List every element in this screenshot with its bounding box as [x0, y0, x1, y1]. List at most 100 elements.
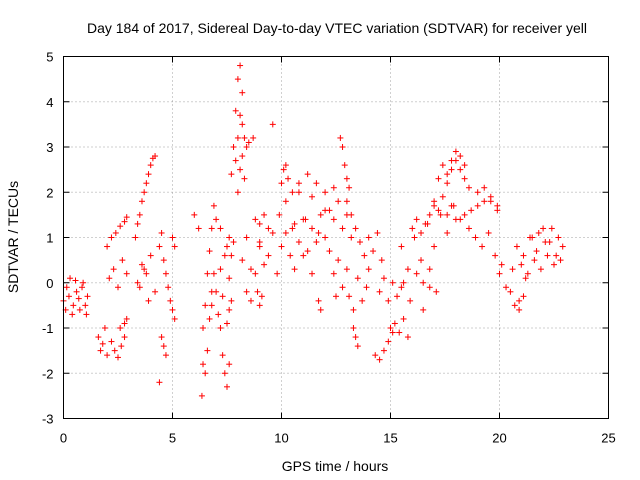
y-tick-label: 2 [46, 185, 53, 200]
data-point [309, 270, 316, 277]
data-point [348, 211, 355, 218]
data-point [258, 293, 265, 300]
data-point [208, 225, 215, 232]
data-point [474, 202, 481, 209]
data-point [285, 175, 292, 182]
data-point [337, 134, 344, 141]
data-point [282, 229, 289, 236]
data-point [295, 239, 302, 246]
data-point [385, 297, 392, 304]
data-point [226, 275, 233, 282]
data-point [213, 288, 220, 295]
data-point [544, 252, 551, 259]
data-point [217, 325, 224, 331]
data-point [282, 198, 289, 205]
data-point [162, 270, 169, 277]
data-point [265, 225, 272, 232]
data-point [108, 338, 115, 345]
x-tick-label: 5 [169, 431, 176, 446]
data-point [485, 229, 492, 236]
data-point [191, 211, 198, 218]
data-point [200, 325, 207, 331]
data-point [420, 279, 427, 286]
data-point [435, 175, 442, 182]
data-point [239, 153, 246, 160]
data-point [95, 334, 102, 341]
x-axis-label: GPS time / hours [282, 458, 389, 474]
data-point [372, 352, 379, 359]
data-point [110, 266, 117, 273]
data-point [250, 134, 257, 141]
data-point [147, 252, 154, 259]
data-point [138, 261, 145, 268]
data-point [418, 229, 425, 236]
data-point [330, 184, 337, 191]
data-point [237, 112, 244, 119]
data-point [354, 275, 361, 282]
data-point [106, 275, 113, 282]
data-point [171, 243, 178, 250]
data-point [230, 144, 237, 150]
data-point [108, 234, 115, 241]
data-point [123, 315, 130, 322]
data-point [444, 229, 451, 236]
data-point [553, 252, 560, 259]
data-point [241, 175, 248, 182]
data-point [304, 248, 311, 255]
data-point [472, 234, 479, 241]
data-point [315, 229, 322, 236]
data-point [221, 252, 228, 259]
data-point [535, 229, 542, 236]
data-point [228, 297, 235, 304]
data-point [559, 243, 566, 250]
x-tick-label: 20 [492, 431, 506, 446]
data-point [278, 243, 285, 250]
data-point [380, 347, 387, 354]
data-point [387, 325, 394, 331]
data-point [444, 171, 451, 178]
data-point [507, 288, 514, 295]
data-point [115, 354, 121, 361]
data-point [101, 325, 108, 331]
data-point [376, 356, 383, 363]
data-point [202, 302, 209, 309]
data-point [261, 211, 268, 218]
data-point [239, 257, 246, 264]
data-point [511, 302, 518, 309]
data-point [468, 207, 475, 214]
data-point [461, 211, 468, 218]
data-point [533, 248, 540, 255]
data-point [420, 306, 427, 313]
data-point [132, 234, 139, 241]
data-point [245, 139, 252, 146]
data-point [243, 234, 250, 241]
data-point [65, 293, 72, 300]
data-point [136, 284, 143, 291]
data-point [291, 266, 298, 273]
data-point [481, 198, 488, 205]
y-tick-label: -3 [42, 412, 54, 427]
data-point [465, 225, 472, 232]
data-point [217, 266, 224, 273]
data-point [200, 361, 207, 368]
data-point [204, 270, 211, 277]
data-point [457, 153, 464, 160]
data-point [400, 279, 407, 286]
data-point [70, 302, 77, 309]
data-point [256, 302, 263, 309]
data-point [509, 266, 516, 273]
data-point [346, 184, 353, 191]
data-point [326, 207, 333, 214]
data-point [494, 207, 501, 214]
data-point [241, 134, 248, 141]
data-point [304, 171, 311, 178]
data-point [226, 361, 233, 368]
data-points-layer [60, 62, 566, 399]
data-point [380, 275, 387, 282]
data-point [394, 293, 401, 300]
data-point [226, 234, 233, 241]
data-point [152, 153, 159, 160]
y-tick-label: 0 [46, 276, 53, 291]
data-point [452, 157, 459, 164]
